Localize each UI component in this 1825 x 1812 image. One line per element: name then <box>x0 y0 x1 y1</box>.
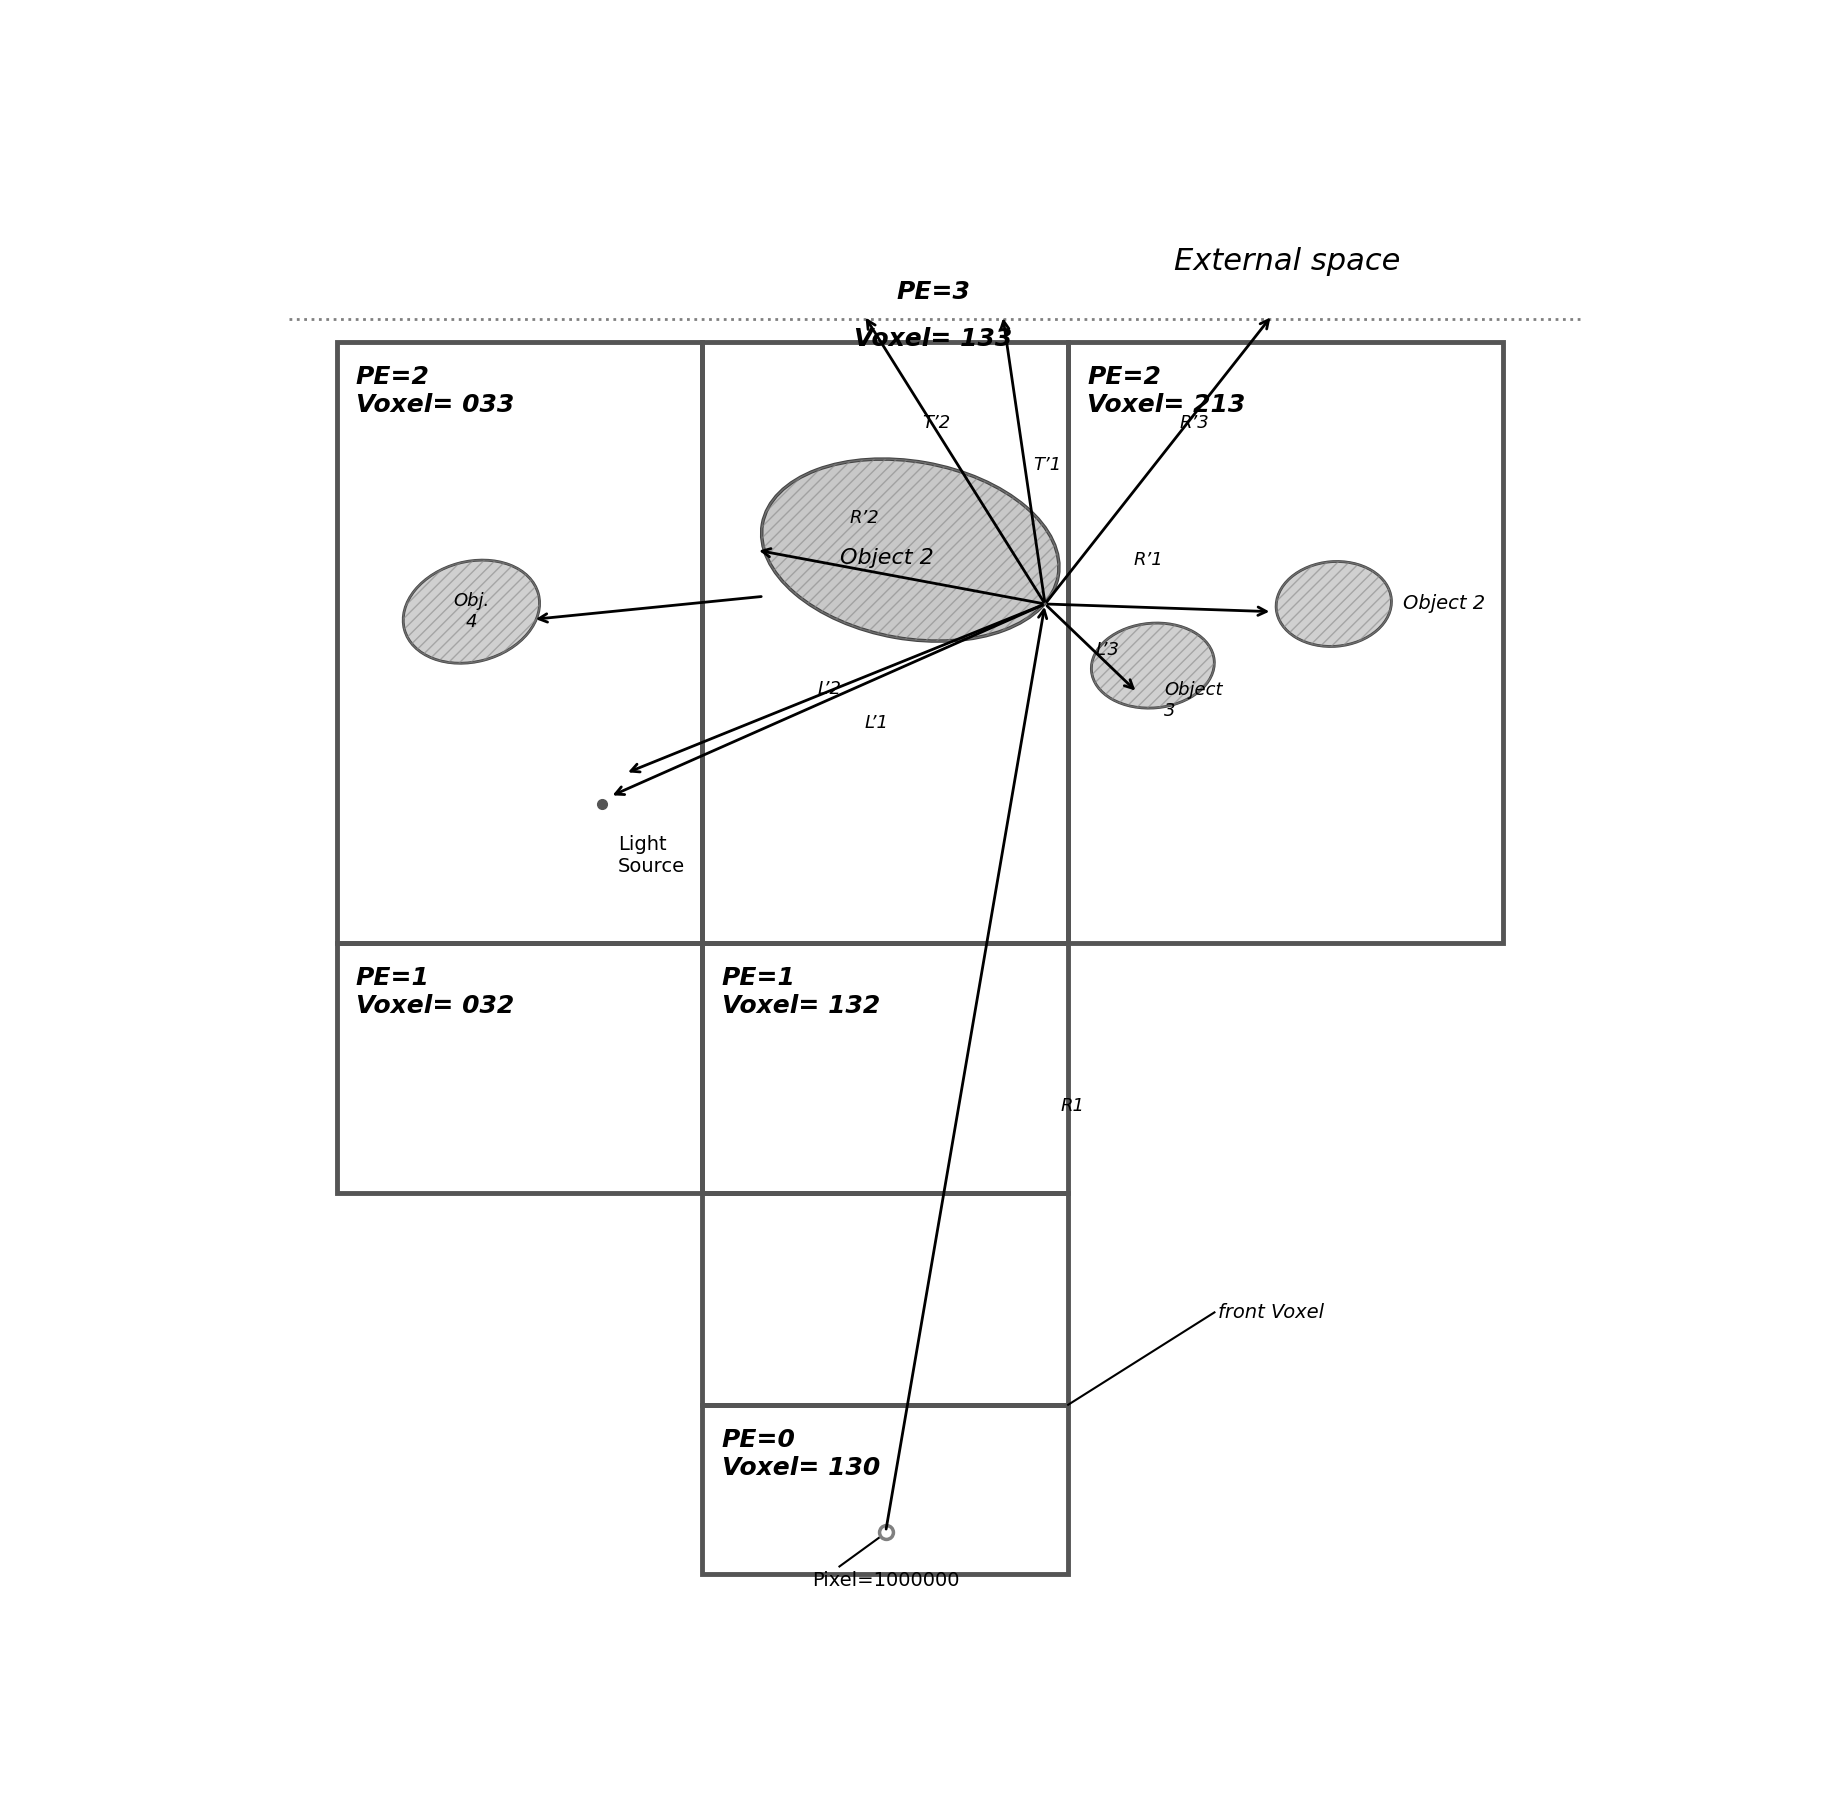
Text: L’1: L’1 <box>863 714 889 732</box>
Text: T’2: T’2 <box>922 413 951 431</box>
Bar <box>703 942 1068 1192</box>
Ellipse shape <box>1091 623 1214 708</box>
Text: L’2: L’2 <box>818 680 841 698</box>
Text: Object
3: Object 3 <box>1164 681 1223 719</box>
Text: PE=1
Voxel= 132: PE=1 Voxel= 132 <box>721 966 880 1018</box>
Text: PE=2
Voxel= 033: PE=2 Voxel= 033 <box>356 366 515 417</box>
Text: T’1: T’1 <box>1033 457 1062 475</box>
Bar <box>703 342 1068 942</box>
Ellipse shape <box>403 560 540 663</box>
Text: front Voxel: front Voxel <box>1219 1303 1325 1323</box>
Ellipse shape <box>761 458 1058 641</box>
Bar <box>703 1192 1068 1404</box>
Text: Light
Source: Light Source <box>617 835 684 875</box>
Bar <box>703 1404 1068 1575</box>
Text: R’3: R’3 <box>1179 413 1210 431</box>
Text: R1: R1 <box>1060 1098 1084 1116</box>
Text: Pixel=1000000: Pixel=1000000 <box>812 1571 960 1589</box>
Text: PE=0
Voxel= 130: PE=0 Voxel= 130 <box>721 1428 880 1480</box>
Text: Object 2: Object 2 <box>840 547 934 567</box>
Text: L’3: L’3 <box>1095 641 1119 660</box>
Text: R’1: R’1 <box>1133 551 1163 569</box>
Text: PE=1
Voxel= 032: PE=1 Voxel= 032 <box>356 966 515 1018</box>
Ellipse shape <box>1276 562 1391 647</box>
Bar <box>336 942 703 1192</box>
Text: Voxel= 133: Voxel= 133 <box>854 326 1013 352</box>
Text: R’2: R’2 <box>849 509 880 527</box>
Text: External space: External space <box>1175 246 1402 275</box>
Bar <box>1068 342 1504 942</box>
Text: PE=3: PE=3 <box>896 279 971 304</box>
Text: PE=2
Voxel= 213: PE=2 Voxel= 213 <box>1088 366 1246 417</box>
Bar <box>336 342 703 942</box>
Text: Object 2: Object 2 <box>1403 594 1486 614</box>
Text: Obj.
4: Obj. 4 <box>453 593 489 631</box>
